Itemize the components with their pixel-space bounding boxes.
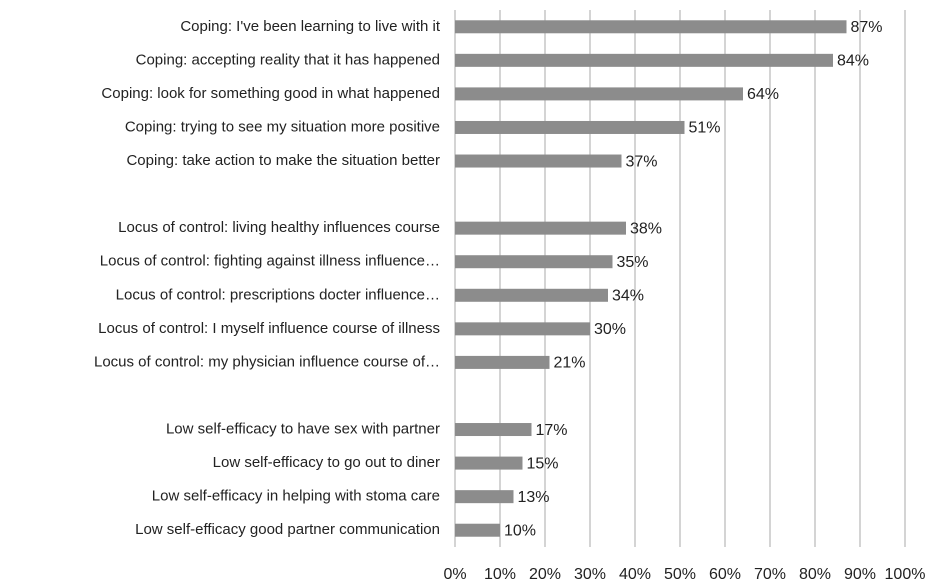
bar [455,53,833,67]
data-label: 64% [747,86,779,103]
data-label: 35% [617,254,649,271]
bar [455,523,500,537]
data-label: 37% [626,153,658,170]
data-label: 17% [536,422,568,439]
x-tick-label: 90% [844,566,876,583]
y-tick-label: Coping: trying to see my situation more … [125,118,440,135]
y-tick-label: Locus of control: my physician influence… [94,353,440,370]
data-label: 30% [594,321,626,338]
x-tick-label: 10% [484,566,516,583]
y-tick-label: Coping: accepting reality that it has ha… [136,51,440,68]
y-tick-label: Coping: I've been learning to live with … [180,18,441,35]
x-tick-label: 70% [754,566,786,583]
data-label: 84% [837,53,869,70]
x-tick-label: 60% [709,566,741,583]
y-tick-label: Low self-efficacy to have sex with partn… [166,421,440,438]
data-label: 51% [689,120,721,137]
bar [455,154,622,168]
bar [455,87,743,101]
x-tick-label: 20% [529,566,561,583]
data-label: 34% [612,288,644,305]
bar [455,120,685,134]
y-tick-label: Locus of control: living healthy influen… [118,219,440,236]
bar [455,355,550,369]
data-label: 21% [554,355,586,372]
x-tick-label: 80% [799,566,831,583]
x-tick-label: 30% [574,566,606,583]
data-label: 13% [518,489,550,506]
y-tick-label: Coping: look for something good in what … [101,85,440,102]
bar [455,423,532,437]
x-tick-label: 0% [443,566,466,583]
y-tick-label: Coping: take action to make the situatio… [126,152,440,169]
y-tick-label: Locus of control: prescriptions docter i… [116,286,440,303]
y-tick-label: Low self-efficacy to go out to diner [213,454,440,471]
data-label: 87% [851,19,883,36]
y-tick-label: Low self-efficacy in helping with stoma … [152,488,440,505]
y-tick-label: Locus of control: fighting against illne… [100,253,440,270]
bar [455,288,608,302]
x-tick-label: 40% [619,566,651,583]
bar [455,322,590,336]
bar [455,490,514,504]
x-tick-label: 50% [664,566,696,583]
x-tick-label: 100% [885,566,926,583]
bar [455,456,523,470]
y-tick-label: Locus of control: I myself influence cou… [98,320,440,337]
y-tick-label: Low self-efficacy good partner communica… [135,521,440,538]
bar [455,221,626,235]
bar [455,20,847,34]
data-label: 15% [527,455,559,472]
data-label: 10% [504,522,536,539]
bar [455,255,613,269]
data-label: 38% [630,220,662,237]
